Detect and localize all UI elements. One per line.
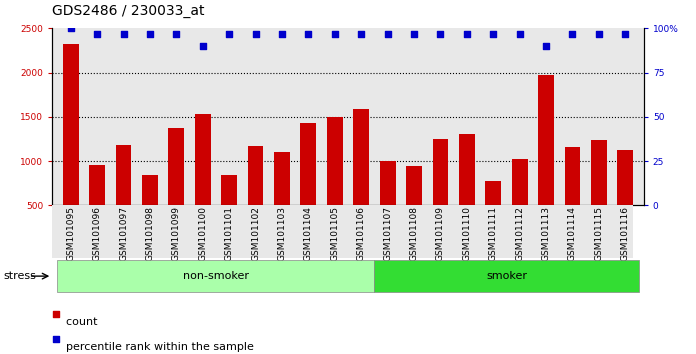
- Point: [619, 31, 631, 36]
- Text: GSM101096: GSM101096: [93, 206, 102, 261]
- Point: [435, 31, 446, 36]
- Text: GSM101095: GSM101095: [66, 206, 75, 261]
- Bar: [301, 124, 316, 250]
- Bar: [617, 150, 633, 250]
- Point: [51, 311, 62, 316]
- Bar: [248, 145, 264, 250]
- Point: [250, 31, 261, 36]
- Text: GSM101098: GSM101098: [145, 206, 155, 261]
- Text: GSM101108: GSM101108: [409, 206, 418, 261]
- Bar: [327, 117, 342, 250]
- Point: [118, 31, 129, 36]
- Text: GSM101100: GSM101100: [198, 206, 207, 261]
- Bar: [406, 166, 422, 250]
- Bar: [374, 260, 638, 292]
- Point: [171, 31, 182, 36]
- Point: [409, 31, 420, 36]
- Bar: [58, 260, 374, 292]
- Bar: [591, 140, 607, 250]
- Bar: [221, 175, 237, 250]
- Text: GSM101104: GSM101104: [304, 206, 313, 261]
- Text: percentile rank within the sample: percentile rank within the sample: [59, 342, 254, 352]
- Point: [197, 43, 208, 49]
- Point: [541, 43, 552, 49]
- Bar: [274, 152, 290, 250]
- Text: GSM101113: GSM101113: [541, 206, 551, 261]
- Bar: [195, 114, 211, 250]
- Bar: [168, 129, 184, 250]
- Text: GSM101102: GSM101102: [251, 206, 260, 261]
- Text: non-smoker: non-smoker: [183, 271, 249, 281]
- Point: [276, 31, 287, 36]
- Bar: [142, 175, 158, 250]
- Point: [65, 25, 77, 31]
- Point: [303, 31, 314, 36]
- Point: [461, 31, 473, 36]
- Point: [567, 31, 578, 36]
- Bar: [485, 181, 501, 250]
- Point: [356, 31, 367, 36]
- Point: [223, 31, 235, 36]
- Point: [144, 31, 155, 36]
- Point: [51, 336, 62, 341]
- Bar: [354, 109, 369, 250]
- Text: GDS2486 / 230033_at: GDS2486 / 230033_at: [52, 4, 205, 18]
- Point: [92, 31, 103, 36]
- Point: [593, 31, 604, 36]
- Point: [488, 31, 499, 36]
- Bar: [512, 159, 528, 250]
- Text: count: count: [59, 317, 97, 327]
- Bar: [538, 75, 554, 250]
- Text: GSM101106: GSM101106: [357, 206, 365, 261]
- Point: [329, 31, 340, 36]
- Point: [514, 31, 525, 36]
- Text: GSM101097: GSM101097: [119, 206, 128, 261]
- Text: GSM101101: GSM101101: [225, 206, 234, 261]
- Text: smoker: smoker: [486, 271, 527, 281]
- Text: GSM101109: GSM101109: [436, 206, 445, 261]
- Text: GSM101099: GSM101099: [172, 206, 181, 261]
- Text: GSM101105: GSM101105: [331, 206, 339, 261]
- Bar: [432, 139, 448, 250]
- Text: GSM101112: GSM101112: [515, 206, 524, 261]
- Text: GSM101111: GSM101111: [489, 206, 498, 261]
- Bar: [459, 134, 475, 250]
- Bar: [564, 147, 580, 250]
- Text: GSM101116: GSM101116: [621, 206, 630, 261]
- Text: GSM101115: GSM101115: [594, 206, 603, 261]
- Text: GSM101107: GSM101107: [383, 206, 392, 261]
- Bar: [89, 165, 105, 250]
- Text: stress: stress: [3, 271, 36, 281]
- Point: [382, 31, 393, 36]
- Bar: [63, 44, 79, 250]
- Bar: [116, 145, 132, 250]
- Bar: [380, 161, 395, 250]
- Text: GSM101110: GSM101110: [462, 206, 471, 261]
- Text: GSM101114: GSM101114: [568, 206, 577, 261]
- Text: GSM101103: GSM101103: [278, 206, 287, 261]
